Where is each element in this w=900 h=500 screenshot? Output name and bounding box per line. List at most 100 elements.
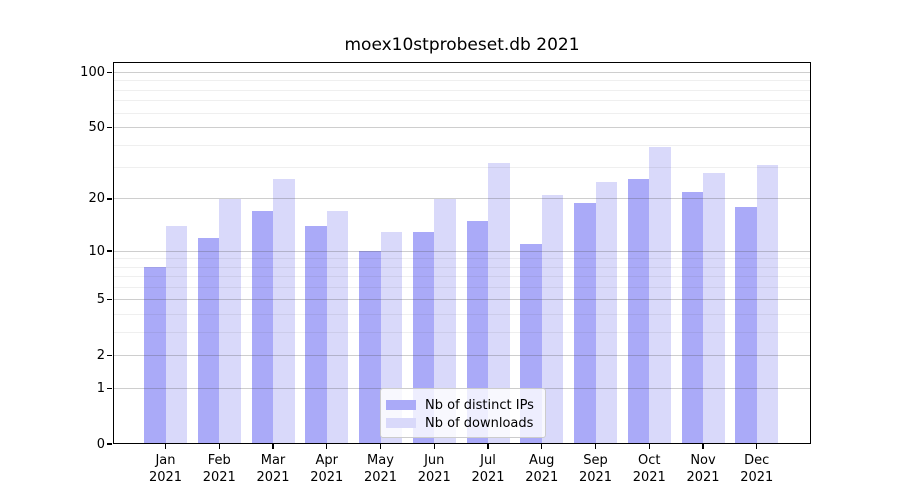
x-tick-mark	[379, 444, 382, 449]
x-tick-month: Mar	[260, 453, 286, 468]
x-tick-month: Oct	[638, 453, 661, 468]
x-tick-month: Dec	[744, 453, 770, 468]
x-tick-month: Jun	[424, 453, 445, 468]
x-tick-year: 2021	[632, 470, 666, 485]
bar-downloads	[165, 226, 187, 444]
bar-downloads	[434, 198, 456, 444]
bar-distinct-ips	[574, 202, 596, 444]
legend-swatch-distinct-ips	[386, 400, 416, 410]
x-tick-year: 2021	[578, 470, 613, 485]
bar-distinct-ips	[735, 207, 757, 444]
bar-distinct-ips	[681, 191, 703, 444]
x-tick-label: May 2021	[354, 452, 408, 486]
gridline-minor	[113, 266, 811, 268]
x-tick-mark	[218, 444, 220, 449]
y-tick-mark	[107, 198, 112, 200]
x-tick-year: 2021	[310, 470, 344, 485]
gridline-minor	[113, 286, 811, 288]
gridline-minor	[113, 80, 811, 82]
gridline-minor	[113, 276, 811, 278]
legend-swatch-downloads	[386, 418, 416, 428]
x-tick-mark	[272, 444, 274, 449]
x-tick-mark	[433, 444, 435, 449]
legend-label-distinct-ips: Nb of distinct IPs	[425, 397, 534, 413]
gridline-minor	[113, 313, 811, 315]
bar-downloads	[219, 198, 241, 444]
y-tick-label: 5	[96, 292, 105, 308]
y-tick-label: 20	[88, 191, 105, 207]
bar-downloads	[649, 147, 671, 444]
x-tick-month: Aug	[529, 453, 555, 468]
x-tick-month: Jul	[480, 453, 496, 468]
x-tick-year: 2021	[471, 470, 505, 485]
x-tick-label: Jun 2021	[407, 452, 461, 486]
x-tick-label: Mar 2021	[246, 452, 300, 486]
legend-entry-distinct-ips: Nb of distinct IPs	[386, 396, 545, 414]
gridline-minor	[113, 89, 811, 91]
y-tick-mark	[107, 126, 112, 129]
x-tick-mark	[702, 444, 704, 449]
chart-title: moex10stprobeset.db 2021	[344, 35, 580, 55]
x-tick-month: May	[367, 453, 394, 468]
x-tick-mark	[594, 444, 597, 449]
x-tick-mark	[164, 444, 167, 449]
gridline-major	[113, 72, 811, 74]
x-tick-mark	[541, 444, 543, 449]
x-tick-label: Aug 2021	[515, 452, 569, 486]
gridline-major	[113, 127, 811, 129]
bar-distinct-ips	[627, 178, 650, 444]
x-tick-mark	[756, 444, 758, 449]
y-tick-mark	[107, 443, 112, 445]
x-tick-month: Nov	[690, 453, 716, 468]
bar-downloads	[488, 162, 510, 444]
bar-distinct-ips	[144, 267, 166, 444]
bar-downloads	[541, 195, 564, 444]
bar-distinct-ips	[197, 237, 220, 444]
x-tick-month: Feb	[207, 453, 231, 468]
bar-distinct-ips	[251, 211, 273, 444]
y-tick-mark	[107, 387, 112, 389]
gridline-major	[113, 250, 811, 252]
bar-downloads	[703, 173, 725, 444]
gridline-major	[113, 299, 811, 301]
x-tick-month: Jan	[155, 453, 176, 468]
x-tick-label: Dec 2021	[730, 452, 784, 486]
x-tick-label: Sep 2021	[569, 452, 623, 486]
y-tick-label: 2	[96, 348, 105, 364]
x-tick-label: Jan 2021	[139, 452, 193, 486]
gridline-minor	[113, 331, 811, 333]
bar-downloads	[756, 165, 779, 444]
x-tick-mark	[487, 444, 489, 449]
x-tick-mark	[326, 444, 328, 449]
x-tick-month: Apr	[315, 453, 339, 468]
y-tick-label: 50	[88, 120, 105, 136]
x-tick-label: Jul 2021	[461, 452, 515, 486]
legend: Nb of distinct IPs Nb of downloads	[380, 388, 546, 438]
x-tick-label: Feb 2021	[192, 452, 246, 486]
x-tick-year: 2021	[148, 470, 183, 485]
y-tick-label: 100	[80, 65, 105, 81]
gridline-minor	[113, 112, 811, 114]
x-tick-year: 2021	[363, 470, 398, 485]
x-tick-label: Oct 2021	[622, 452, 676, 486]
gridline-minor	[113, 167, 811, 169]
gridline-major	[113, 198, 811, 200]
x-tick-mark	[648, 444, 650, 449]
y-tick-mark	[107, 71, 112, 74]
x-tick-month: Sep	[583, 453, 608, 468]
y-tick-mark	[107, 299, 112, 301]
bar-distinct-ips	[359, 251, 381, 444]
gridline-minor	[113, 258, 811, 260]
bar-distinct-ips	[305, 226, 327, 444]
y-tick-label: 0	[96, 436, 105, 452]
gridline-minor	[113, 100, 811, 102]
bar-downloads	[273, 178, 295, 444]
legend-entry-downloads: Nb of downloads	[386, 414, 545, 432]
y-tick-label: 10	[88, 243, 105, 259]
bar-downloads	[326, 211, 349, 444]
y-tick-mark	[107, 354, 112, 357]
bar-downloads	[595, 181, 617, 444]
x-tick-year: 2021	[202, 470, 236, 485]
x-tick-year: 2021	[686, 470, 720, 485]
